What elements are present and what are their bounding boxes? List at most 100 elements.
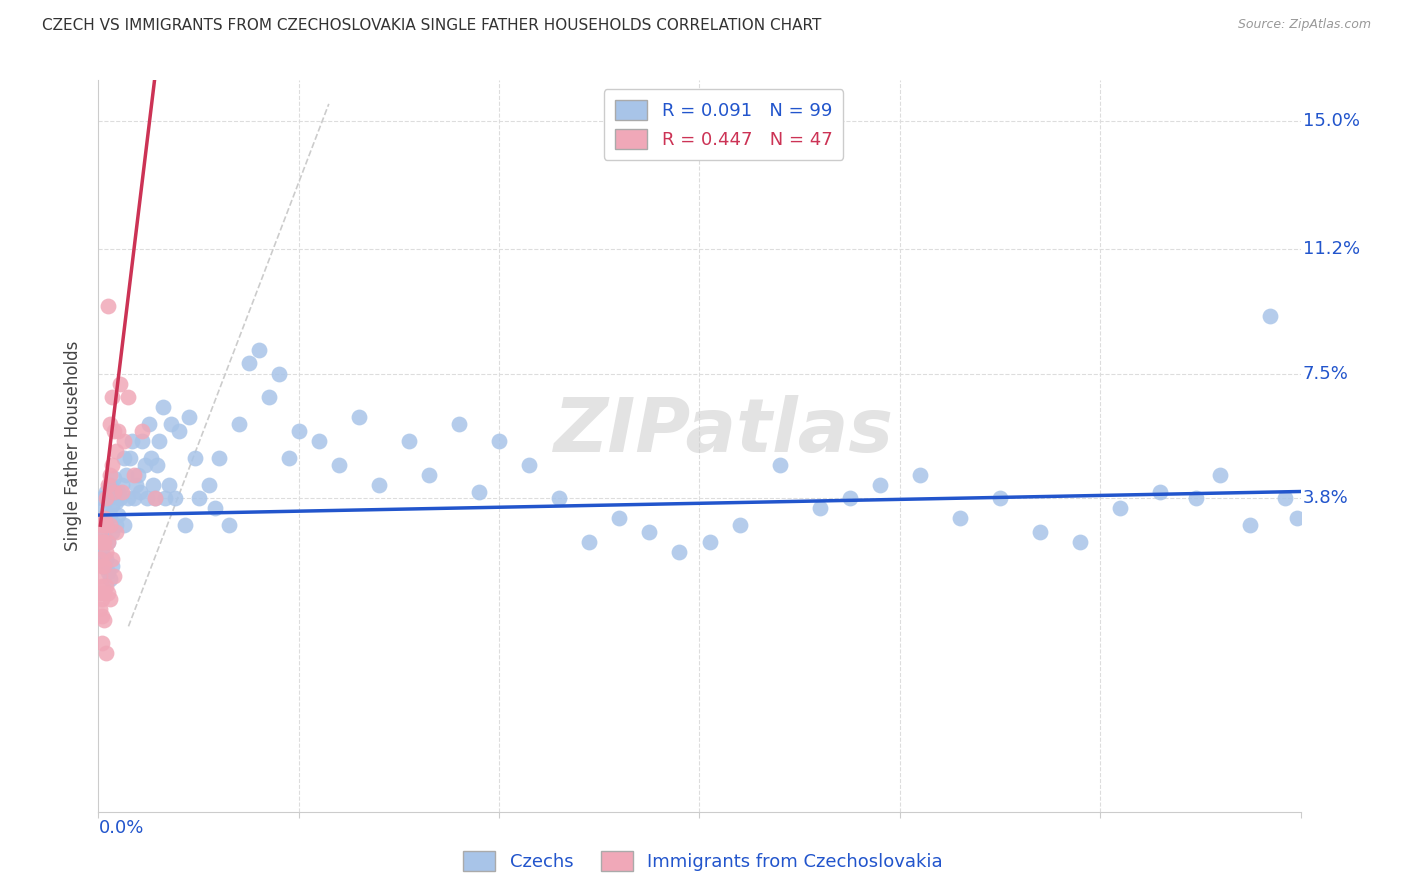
Point — [97, 535, 120, 549]
Point — [91, 558, 114, 573]
Point — [699, 535, 721, 549]
Point — [488, 434, 510, 448]
Text: CZECH VS IMMIGRANTS FROM CZECHOSLOVAKIA SINGLE FATHER HOUSEHOLDS CORRELATION CHA: CZECH VS IMMIGRANTS FROM CZECHOSLOVAKIA … — [42, 18, 821, 33]
Point — [288, 424, 311, 438]
Point — [91, 636, 114, 650]
Point — [869, 477, 891, 491]
Point — [548, 491, 571, 506]
Point — [157, 477, 180, 491]
Point — [143, 491, 166, 506]
Point — [1209, 467, 1232, 482]
Point — [96, 552, 118, 566]
Point — [125, 477, 148, 491]
Point — [134, 458, 156, 472]
Point — [197, 477, 219, 491]
Text: 15.0%: 15.0% — [1303, 112, 1360, 129]
Point — [103, 484, 125, 499]
Point — [100, 518, 122, 533]
Point — [638, 524, 661, 539]
Point — [100, 467, 122, 482]
Point — [115, 467, 138, 482]
Point — [89, 535, 111, 549]
Point — [103, 424, 125, 438]
Point — [167, 424, 190, 438]
Point — [114, 434, 136, 448]
Point — [114, 450, 136, 465]
Point — [117, 390, 139, 404]
Text: Source: ZipAtlas.com: Source: ZipAtlas.com — [1237, 18, 1371, 31]
Point — [91, 518, 114, 533]
Point — [177, 410, 200, 425]
Legend: Czechs, Immigrants from Czechoslovakia: Czechs, Immigrants from Czechoslovakia — [456, 844, 950, 879]
Point — [218, 518, 240, 533]
Point — [107, 424, 129, 438]
Point — [368, 477, 391, 491]
Point — [143, 491, 166, 506]
Point — [1285, 511, 1308, 525]
Point — [131, 434, 153, 448]
Point — [1149, 484, 1171, 499]
Point — [728, 518, 751, 533]
Point — [89, 568, 111, 582]
Point — [838, 491, 860, 506]
Point — [100, 592, 122, 607]
Point — [101, 498, 124, 512]
Point — [105, 524, 128, 539]
Point — [152, 401, 174, 415]
Point — [135, 491, 157, 506]
Point — [97, 566, 120, 580]
Point — [129, 484, 152, 499]
Point — [91, 579, 114, 593]
Point — [97, 477, 120, 491]
Point — [93, 511, 115, 525]
Point — [93, 558, 115, 573]
Point — [100, 508, 122, 522]
Point — [91, 491, 114, 506]
Point — [949, 511, 972, 525]
Point — [257, 390, 280, 404]
Point — [93, 524, 115, 539]
Point — [89, 524, 111, 539]
Point — [97, 585, 120, 599]
Point — [139, 450, 162, 465]
Point — [277, 450, 299, 465]
Point — [107, 484, 129, 499]
Point — [91, 511, 114, 525]
Point — [96, 518, 118, 533]
Point — [1069, 535, 1091, 549]
Point — [145, 458, 167, 472]
Point — [517, 458, 540, 472]
Point — [768, 458, 790, 472]
Point — [101, 524, 124, 539]
Point — [91, 592, 114, 607]
Point — [228, 417, 250, 431]
Point — [173, 518, 195, 533]
Point — [111, 484, 134, 499]
Point — [328, 458, 350, 472]
Point — [110, 376, 132, 391]
Point — [131, 424, 153, 438]
Point — [908, 467, 931, 482]
Point — [114, 518, 136, 533]
Point — [89, 552, 111, 566]
Point — [128, 467, 150, 482]
Point — [1109, 501, 1132, 516]
Text: 3.8%: 3.8% — [1303, 489, 1348, 508]
Point — [308, 434, 330, 448]
Point — [183, 450, 205, 465]
Point — [97, 491, 120, 506]
Text: ZIPatlas: ZIPatlas — [554, 395, 894, 468]
Point — [247, 343, 270, 357]
Point — [447, 417, 470, 431]
Point — [141, 477, 163, 491]
Point — [96, 579, 118, 593]
Point — [91, 535, 114, 549]
Point — [398, 434, 420, 448]
Point — [578, 535, 600, 549]
Y-axis label: Single Father Households: Single Father Households — [65, 341, 83, 551]
Point — [208, 450, 231, 465]
Point — [267, 367, 290, 381]
Point — [96, 646, 118, 660]
Point — [988, 491, 1011, 506]
Point — [89, 585, 111, 599]
